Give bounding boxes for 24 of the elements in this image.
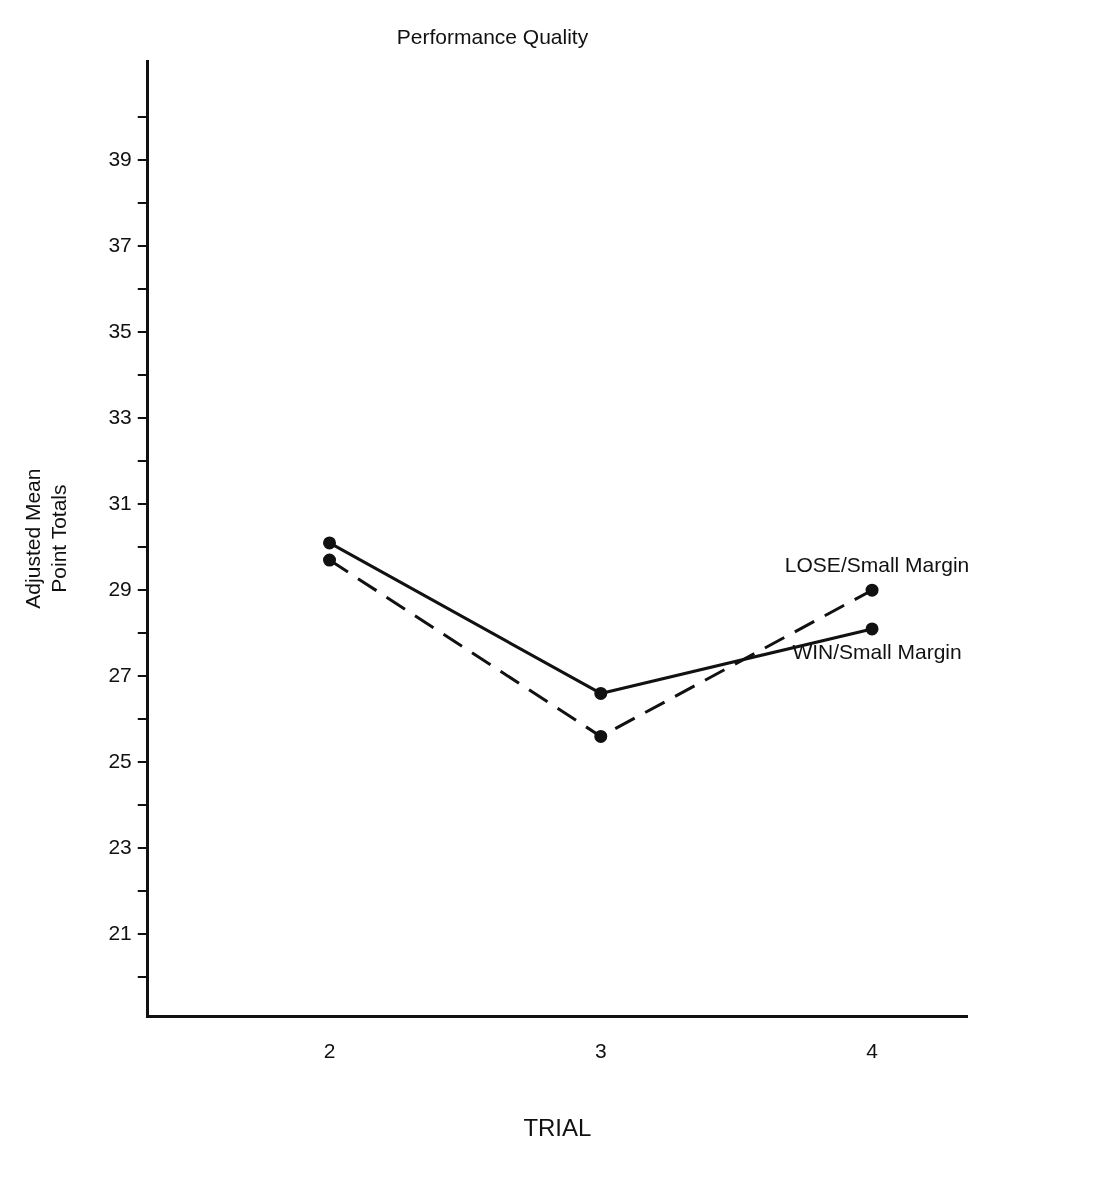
y-tick-label: 37	[108, 232, 132, 256]
x-tick-label: 4	[866, 1039, 879, 1063]
y-tick-label: 21	[108, 921, 132, 945]
chart-title: Performance Quality	[396, 25, 589, 49]
y-tick-label: 27	[108, 663, 132, 687]
y-tick-label: 23	[108, 835, 132, 859]
y-tick-label: 25	[108, 749, 132, 773]
y-tick-label: 35	[108, 318, 132, 342]
point	[865, 622, 879, 636]
x-tick-label: 3	[594, 1039, 607, 1063]
point	[594, 686, 608, 700]
y-tick-label: 31	[108, 490, 132, 514]
point	[323, 553, 337, 567]
y-tick-label: 29	[108, 577, 132, 601]
series-label: WIN/Small Margin	[792, 640, 962, 664]
x-axis-title: TRIAL	[523, 1114, 592, 1142]
y-axis-title: Adjusted Mean Point Totals	[21, 468, 70, 609]
y-tick-label: 39	[108, 146, 132, 170]
x-tick-label: 2	[323, 1039, 336, 1063]
y-tick-label: 33	[108, 404, 132, 428]
point	[594, 729, 608, 743]
point	[865, 583, 879, 597]
point	[323, 536, 337, 550]
series-label: LOSE/Small Margin	[784, 552, 970, 576]
